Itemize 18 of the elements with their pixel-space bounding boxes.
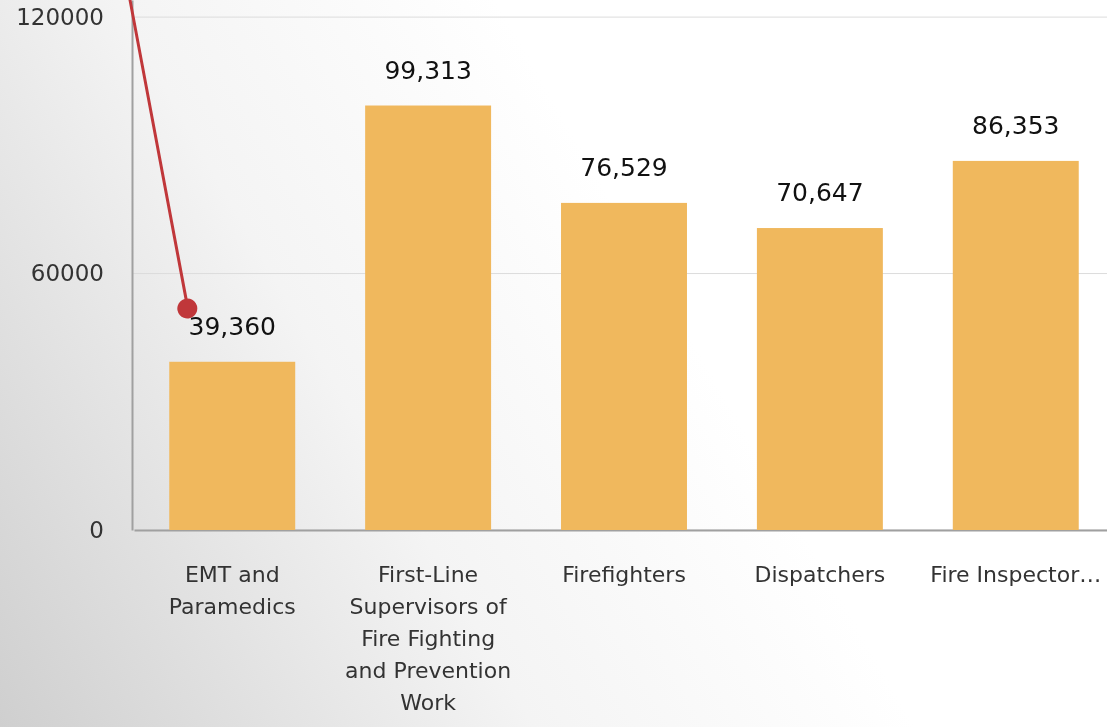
- x-tick-label: Fire Inspector…: [930, 562, 1102, 587]
- bar: [561, 202, 687, 530]
- x-tick-label: EMT and Paramedics: [168, 562, 296, 619]
- bar: [169, 361, 296, 530]
- data-label: 99,313: [384, 55, 472, 85]
- bar: [365, 105, 492, 530]
- y-tick-label: 60000: [30, 260, 104, 287]
- data-label: 70,647: [776, 178, 864, 208]
- data-label: 86,353: [972, 110, 1060, 140]
- y-tick-label: 0: [89, 516, 104, 543]
- data-label: 76,529: [580, 152, 668, 182]
- bar: [952, 160, 1079, 530]
- x-tick-label: Firefighters: [562, 562, 686, 587]
- y-tick-label: 120000: [16, 3, 104, 30]
- x-tick-label: First-Line Supervisors of Fire Fighting and Prevention Work: [345, 562, 512, 715]
- data-label: 39,360: [188, 311, 276, 341]
- x-tick-label: Dispatchers: [754, 562, 886, 587]
- bar: [756, 228, 883, 530]
